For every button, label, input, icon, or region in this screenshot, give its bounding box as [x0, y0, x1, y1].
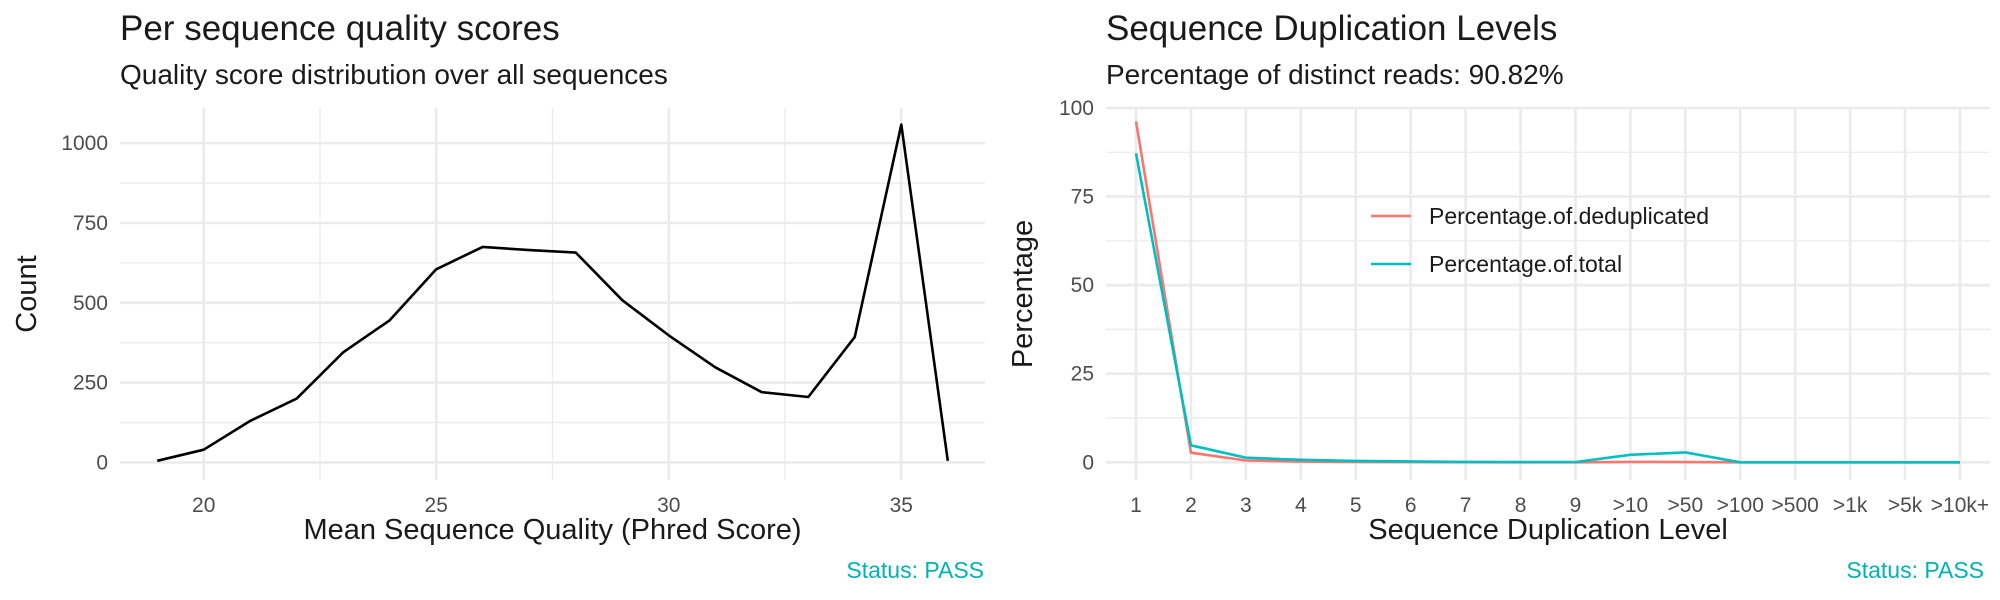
chart-subtitle: Quality score distribution over all sequ…	[120, 59, 668, 90]
legend-label: Percentage.of.total	[1429, 251, 1622, 277]
y-tick-label: 0	[1082, 451, 1094, 474]
x-axis-title: Sequence Duplication Level	[1368, 514, 1728, 546]
x-tick-label: >10	[1613, 494, 1649, 517]
chart-title: Per sequence quality scores	[120, 9, 560, 48]
x-tick-label: >10k+	[1931, 494, 1989, 517]
chart-quality-scores: 0 250 500 750 1000 20 25 30 35 Mean Sequence Qual…	[11, 108, 985, 546]
x-tick-label: 20	[192, 494, 215, 517]
y-axis-title: Percentage	[1007, 220, 1039, 368]
series-line-count	[156, 123, 950, 463]
status-label: Status: PASS	[1846, 557, 1984, 583]
x-tick-label: 25	[425, 494, 448, 517]
chart-panel-duplication: Sequence Duplication Levels Percentage o…	[1000, 0, 2000, 600]
y-tick-label: 1000	[61, 132, 108, 155]
x-tick-label: 1	[1130, 494, 1142, 517]
chart-duplication-levels: 0 25 50 75 100 1 2 3 4 5 6 7 8 9 >10 >50 >100 >500 >1k >5k >…	[1007, 97, 1990, 546]
y-tick-label: 75	[1071, 186, 1094, 209]
y-tick-label: 250	[73, 372, 108, 395]
chart-panel-quality: Per sequence quality scores Quality scor…	[11, 9, 985, 583]
x-tick-label: >500	[1772, 494, 1819, 517]
x-tick-label: >100	[1717, 494, 1764, 517]
series-line-total	[1134, 153, 1960, 464]
y-tick-label: 500	[73, 292, 108, 315]
y-tick-label: 750	[73, 212, 108, 235]
y-axis-title: Count	[11, 255, 43, 332]
x-tick-label: >1k	[1833, 494, 1868, 517]
series-line-deduplicated	[1134, 121, 1960, 464]
x-tick-label: 4	[1295, 494, 1307, 517]
x-tick-label: 8	[1515, 494, 1527, 517]
x-axis-title: Mean Sequence Quality (Phred Score)	[303, 514, 801, 546]
x-tick-label: 7	[1460, 494, 1472, 517]
chart-subtitle: Percentage of distinct reads: 90.82%	[1106, 59, 1564, 90]
x-tick-label: 3	[1240, 494, 1252, 517]
x-tick-label: >50	[1668, 494, 1704, 517]
legend-label: Percentage.of.deduplicated	[1429, 203, 1709, 229]
x-tick-label: 35	[890, 494, 913, 517]
y-tick-label: 50	[1071, 274, 1094, 297]
x-tick-label: 9	[1570, 494, 1582, 517]
y-tick-label: 0	[96, 451, 108, 474]
x-tick-label: >5k	[1888, 494, 1923, 517]
x-tick-label: 6	[1405, 494, 1417, 517]
x-tick-label: 5	[1350, 494, 1362, 517]
y-tick-label: 25	[1071, 363, 1094, 386]
chart-title: Sequence Duplication Levels	[1106, 9, 1558, 48]
y-tick-label: 100	[1059, 97, 1094, 120]
x-tick-label: 2	[1185, 494, 1197, 517]
status-label: Status: PASS	[846, 557, 984, 583]
x-tick-label: 30	[657, 494, 680, 517]
